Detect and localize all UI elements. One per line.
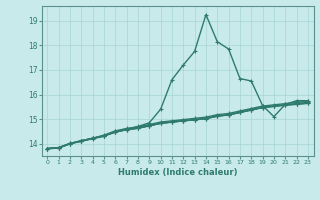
- X-axis label: Humidex (Indice chaleur): Humidex (Indice chaleur): [118, 168, 237, 177]
